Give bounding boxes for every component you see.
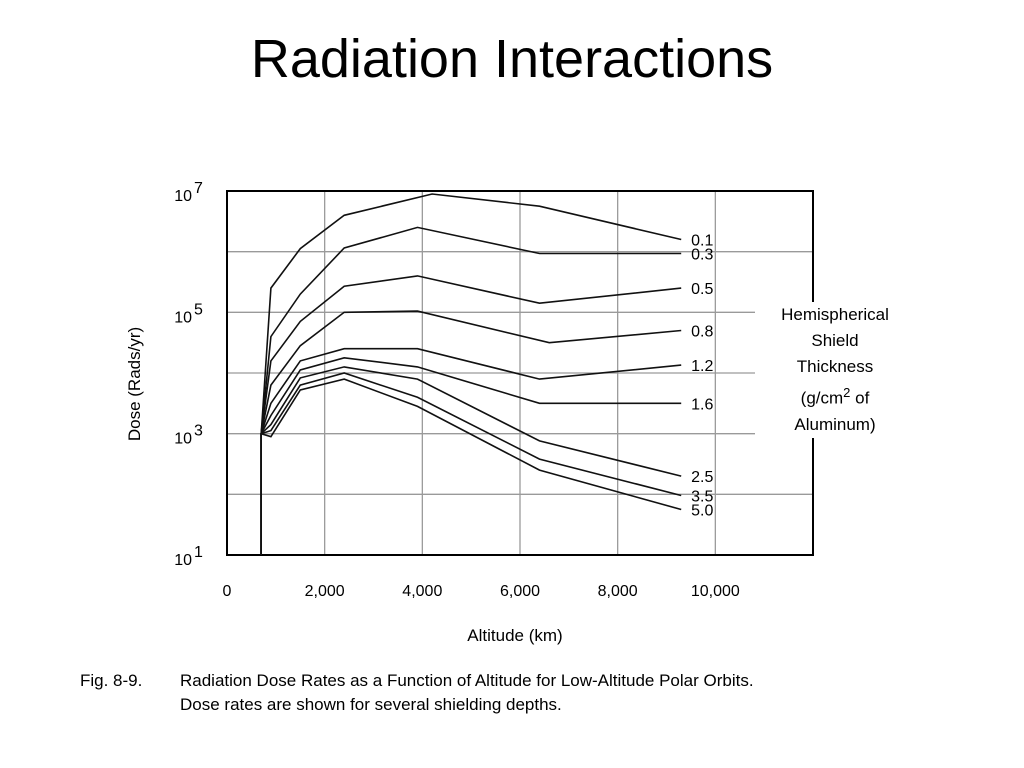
y-tick-base: 10 <box>174 188 192 205</box>
series-line-0-8 <box>260 310 682 555</box>
series-line-2-5 <box>260 366 682 555</box>
grid-lines <box>227 191 813 555</box>
y-axis-label: Dose (Rads/yr) <box>125 327 144 441</box>
legend-line-3: Thickness <box>796 357 874 376</box>
y-tick-label: 10 1 <box>174 544 203 569</box>
y-tick-label: 10 3 <box>174 423 203 448</box>
series-label: 1.2 <box>691 358 713 375</box>
y-tick-exponent: 3 <box>194 423 203 440</box>
series-label: 0.5 <box>691 281 713 298</box>
legend-line-1: Hemispherical <box>781 305 889 324</box>
series-label: 1.6 <box>691 396 713 413</box>
x-tick-label: 6,000 <box>500 583 540 600</box>
caption-line-2: Dose rates are shown for several shieldi… <box>180 695 562 714</box>
shield-legend-box: Hemispherical Shield Thickness (g/cm2 of… <box>755 302 915 438</box>
slide-title: Radiation Interactions <box>250 29 774 89</box>
series-line-1-6 <box>260 356 682 555</box>
legend-line-2: Shield <box>811 331 859 350</box>
series-line-1-2 <box>260 347 682 555</box>
y-tick-label: 10 5 <box>174 301 203 326</box>
series-label: 0.3 <box>691 246 713 263</box>
x-tick-label: 10,000 <box>691 583 740 600</box>
x-tick-label: 8,000 <box>598 583 638 600</box>
x-tick-label: 0 <box>223 583 232 600</box>
y-tick-base: 10 <box>174 552 192 569</box>
legend-line-5: Aluminum) <box>794 414 876 434</box>
y-tick-label: 10 7 <box>174 180 203 205</box>
y-tick-base: 10 <box>174 431 192 448</box>
y-tick-exponent: 1 <box>194 544 203 561</box>
caption-label: Fig. 8-9. <box>80 671 143 690</box>
series-label: 0.1 <box>691 233 713 250</box>
x-tick-label: 2,000 <box>305 583 345 600</box>
x-axis-label: Altitude (km) <box>467 626 562 645</box>
y-tick-exponent: 5 <box>194 301 203 318</box>
series-label: 2.5 <box>691 469 713 486</box>
x-tick-label: 4,000 <box>402 583 442 600</box>
series-layer: 0.10.3 0.5 0.8 1.2 1.6 2.5 3.55.0 <box>260 193 713 555</box>
y-tick-base: 10 <box>174 309 192 326</box>
series-label: 5.0 <box>691 503 713 520</box>
series-line-0-1 <box>260 193 682 555</box>
legend-line-4: (g/cm2 of <box>800 385 870 408</box>
series-line-5-0 <box>260 378 682 555</box>
caption-line-1: Radiation Dose Rates as a Function of Al… <box>180 671 754 690</box>
y-tick-exponent: 7 <box>194 180 203 197</box>
series-label: 0.8 <box>691 324 713 341</box>
x-tick-labels: 0 2,000 4,000 6,000 8,000 10,000 <box>223 583 740 600</box>
series-line-3-5 <box>260 372 682 555</box>
series-label: 3.5 <box>691 489 713 506</box>
